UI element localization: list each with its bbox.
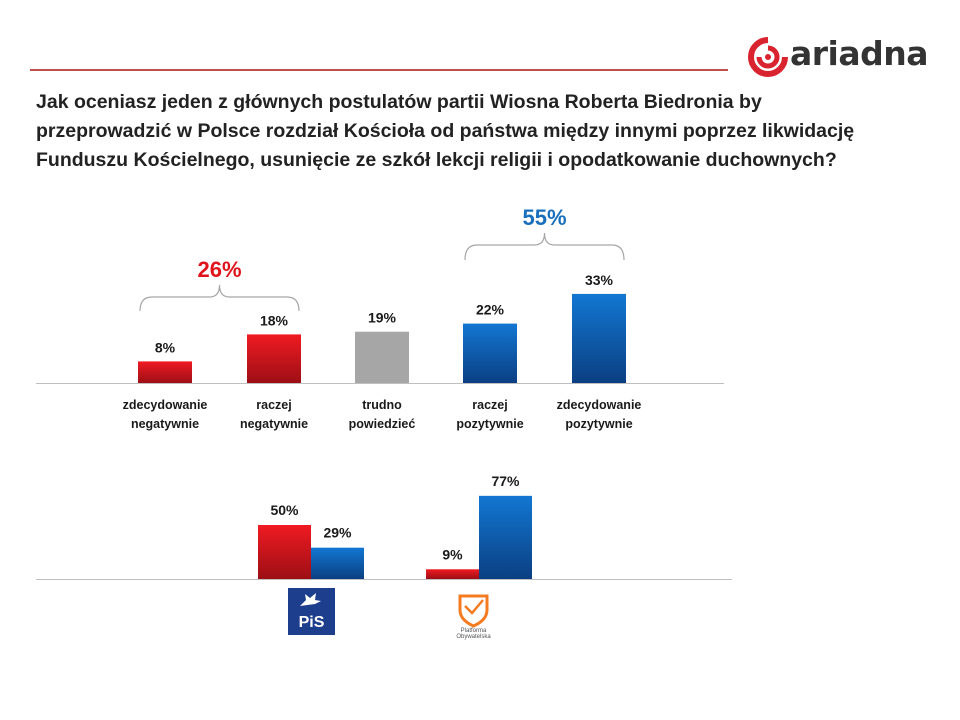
bar-4: [572, 293, 626, 383]
group-total-label-0: 26%: [197, 257, 241, 282]
bar-value-label-4: 33%: [585, 272, 614, 288]
category-label-4-1: pozytywnie: [565, 417, 632, 431]
party-bar-1-0: [426, 569, 479, 579]
party-bar-0-1: [311, 547, 364, 579]
party-bar-value-label-1-1: 77%: [491, 473, 520, 489]
category-label-0-0: zdecydowanie: [123, 398, 208, 412]
po-logo-text-line1: Platforma: [461, 628, 487, 634]
category-label-2-0: trudno: [362, 398, 402, 412]
bar-value-label-1: 18%: [260, 312, 289, 328]
header-rule: [30, 69, 728, 71]
category-label-1-0: raczej: [256, 398, 291, 412]
bar-value-label-3: 22%: [476, 302, 505, 318]
category-label-3-0: raczej: [472, 398, 507, 412]
party-bar-0-0: [258, 525, 311, 579]
category-label-4-0: zdecydowanie: [557, 398, 642, 412]
ariadna-logo-icon: [748, 37, 788, 77]
ariadna-logo-text: ariadna: [790, 34, 929, 73]
category-label-3-1: pozytywnie: [456, 417, 523, 431]
po-logo-text-line2: Obywatelska: [456, 634, 491, 640]
bar-3: [463, 323, 517, 383]
category-label-2-1: powiedzieć: [349, 417, 416, 431]
party-bar-value-label-1-0: 9%: [442, 546, 463, 562]
category-label-0-1: negatywnie: [131, 417, 199, 431]
pis-logo-text: PiS: [299, 614, 325, 631]
bar-value-label-0: 8%: [155, 339, 176, 355]
bar-2: [355, 331, 409, 383]
group-total-label-1: 55%: [522, 205, 566, 230]
party-bar-1-1: [479, 495, 532, 579]
po-logo-check-icon: [464, 599, 484, 615]
ariadna-logo: ariadna: [748, 34, 948, 80]
group-bracket-0: [139, 284, 300, 312]
bar-value-label-2: 19%: [368, 310, 397, 326]
pis-logo-eagle-icon: [300, 593, 321, 606]
bar-0: [138, 361, 192, 383]
party-bar-value-label-0-0: 50%: [270, 502, 299, 518]
party-bar-value-label-0-1: 29%: [323, 525, 352, 541]
bar-1: [247, 334, 301, 383]
pis-logo-background: [288, 588, 335, 635]
group-bracket-1: [464, 232, 625, 261]
survey-question: Jak oceniasz jeden z głównych postulatów…: [36, 91, 855, 171]
po-logo-shield-icon: [458, 594, 489, 628]
category-label-1-1: negatywnie: [240, 417, 308, 431]
